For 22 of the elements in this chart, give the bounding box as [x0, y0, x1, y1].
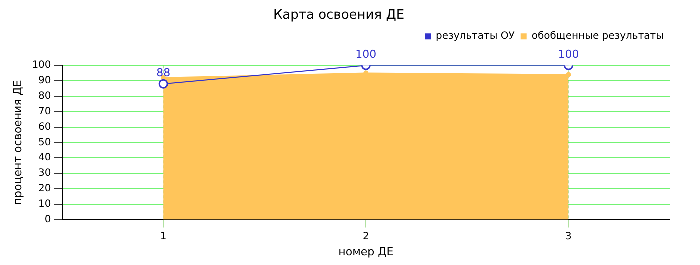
legend-label: результаты ОУ	[436, 31, 515, 42]
y-tick-label: 50	[38, 137, 52, 148]
chart-title: Карта освоения ДЕ	[273, 8, 405, 24]
y-tick-label: 100	[32, 60, 52, 72]
y-axis-title: процент освоения ДЕ	[11, 80, 24, 206]
data-label: 88	[156, 66, 171, 80]
y-tick-label: 80	[38, 91, 52, 102]
y-tick-label: 60	[38, 122, 52, 133]
x-tick-label: 3	[566, 231, 572, 242]
x-axis-title: номер ДЕ	[338, 245, 394, 258]
data-label: 100	[356, 48, 377, 61]
y-tick-label: 0	[44, 214, 52, 226]
y-tick-label: 10	[38, 198, 52, 210]
y-tick-label: 70	[38, 106, 52, 118]
x-tick-label: 1	[160, 231, 167, 242]
legend-label: обобщенные результаты	[532, 31, 664, 42]
y-tick-label: 30	[38, 168, 52, 180]
y-tick-label: 20	[38, 184, 52, 195]
y-tick-label: 90	[38, 76, 52, 87]
data-label: 100	[558, 48, 580, 61]
y-tick-label: 40	[38, 152, 52, 164]
x-tick-label: 2	[362, 231, 370, 242]
